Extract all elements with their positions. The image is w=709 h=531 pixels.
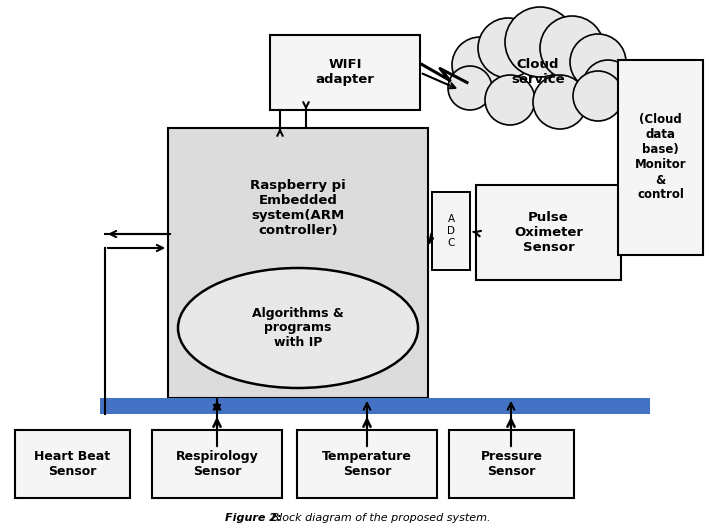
Text: Cloud
service: Cloud service	[511, 58, 565, 86]
Text: WIFI
adapter: WIFI adapter	[316, 58, 374, 87]
Text: Pressure
Sensor: Pressure Sensor	[481, 450, 542, 478]
FancyBboxPatch shape	[100, 398, 650, 414]
Circle shape	[478, 18, 538, 78]
FancyBboxPatch shape	[152, 430, 282, 498]
FancyBboxPatch shape	[270, 35, 420, 110]
FancyBboxPatch shape	[432, 192, 470, 270]
Text: Heart Beat
Sensor: Heart Beat Sensor	[35, 450, 111, 478]
Circle shape	[533, 75, 587, 129]
Text: Figure 2:: Figure 2:	[225, 513, 281, 523]
Circle shape	[570, 34, 626, 90]
Text: Respirology
Sensor: Respirology Sensor	[176, 450, 258, 478]
Text: Temperature
Sensor: Temperature Sensor	[322, 450, 412, 478]
FancyBboxPatch shape	[15, 430, 130, 498]
Circle shape	[540, 16, 604, 80]
Circle shape	[573, 71, 623, 121]
FancyBboxPatch shape	[168, 128, 428, 398]
FancyBboxPatch shape	[297, 430, 437, 498]
Circle shape	[583, 60, 633, 110]
Text: Pulse
Oximeter
Sensor: Pulse Oximeter Sensor	[514, 211, 583, 254]
FancyBboxPatch shape	[449, 430, 574, 498]
Text: Raspberry pi
Embedded
system(ARM
controller): Raspberry pi Embedded system(ARM control…	[250, 179, 346, 237]
Circle shape	[485, 75, 535, 125]
Ellipse shape	[178, 268, 418, 388]
Circle shape	[505, 7, 575, 77]
Circle shape	[452, 37, 508, 93]
FancyBboxPatch shape	[476, 185, 621, 280]
Circle shape	[448, 66, 492, 110]
Text: Block diagram of the proposed system.: Block diagram of the proposed system.	[268, 513, 491, 523]
Text: A
D
C: A D C	[447, 215, 455, 247]
Text: (Cloud
data
base)
Monitor
&
control: (Cloud data base) Monitor & control	[635, 114, 686, 201]
Text: Algorithms &
programs
with IP: Algorithms & programs with IP	[252, 306, 344, 349]
FancyBboxPatch shape	[618, 60, 703, 255]
